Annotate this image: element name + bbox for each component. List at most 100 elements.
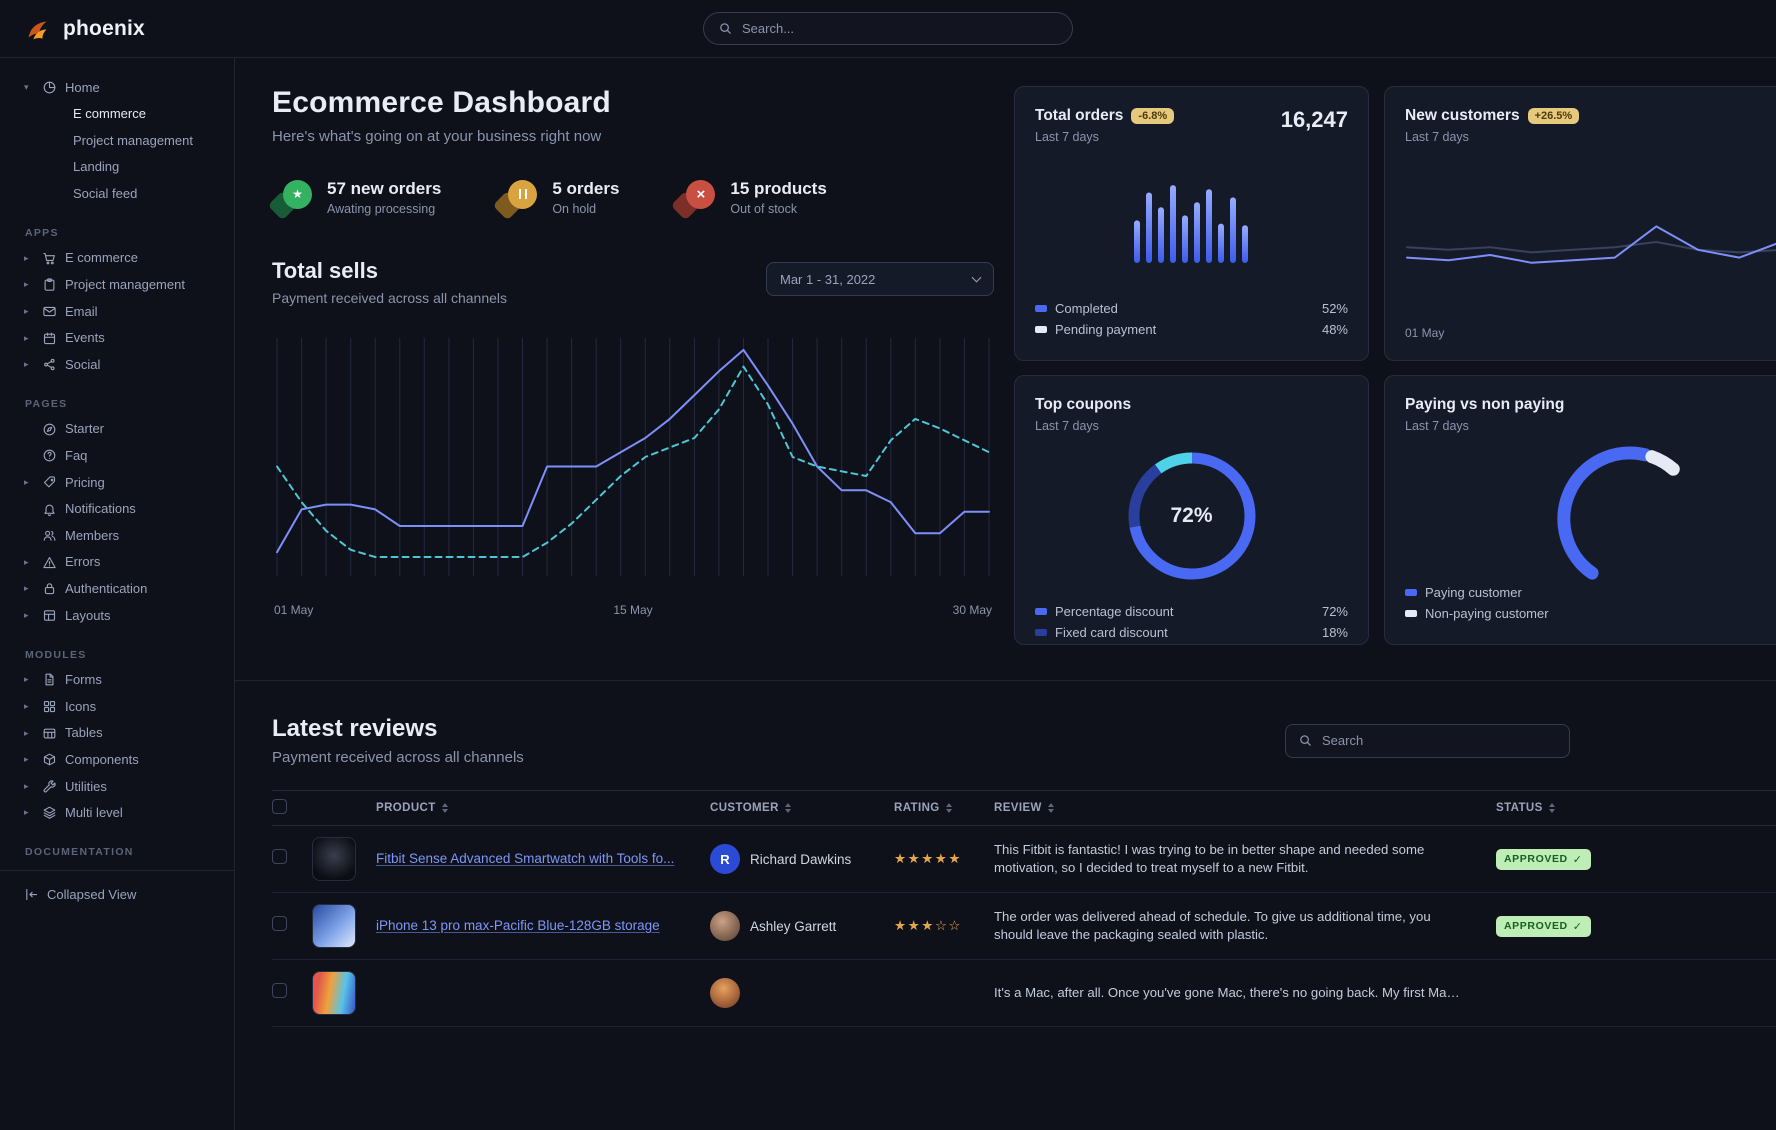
sidebar-item-social-feed[interactable]: Social feed	[73, 185, 138, 201]
sidebar-item-multi-level[interactable]: Multi level	[0, 800, 234, 827]
table-row: Fitbit Sense Advanced Smartwatch with To…	[272, 826, 1776, 893]
column-header-customer[interactable]: CUSTOMER	[710, 802, 894, 814]
sort-icon	[1548, 803, 1555, 813]
legend-row: Pending payment 48%	[1035, 319, 1348, 340]
topbar: phoenix	[0, 0, 1776, 58]
rating-stars: ★★★★★	[894, 851, 963, 866]
review-text: It's a Mac, after all. Once you've gone …	[994, 984, 1454, 1000]
warning-icon	[43, 556, 56, 568]
total-sells-title: Total sells	[272, 258, 378, 283]
reviews-search[interactable]	[1285, 723, 1570, 758]
reviews-title: Latest reviews	[272, 715, 438, 742]
sort-icon	[441, 803, 448, 813]
column-header-status[interactable]: STATUS	[1496, 802, 1776, 814]
wrench-icon	[43, 780, 56, 793]
sidebar-item-icons[interactable]: Icons	[0, 693, 234, 720]
row-checkbox[interactable]	[272, 849, 287, 864]
review-text: The order was delivered ahead of schedul…	[994, 908, 1431, 942]
layout-icon	[43, 610, 56, 621]
clipboard-icon	[44, 278, 55, 292]
sidebar-item-tables[interactable]: Tables	[0, 720, 234, 747]
card-title: New customers	[1405, 107, 1520, 124]
compass-icon	[43, 423, 56, 436]
caret-right-icon	[24, 279, 34, 290]
reviews-table: PRODUCT CUSTOMER RATING REVIEW STATUS Fi…	[272, 790, 1776, 1027]
avatar	[710, 978, 740, 1008]
sidebar-item-members[interactable]: Members	[0, 522, 234, 549]
product-link[interactable]: Fitbit Sense Advanced Smartwatch with To…	[376, 850, 675, 866]
sidebar-item-landing[interactable]: Landing	[73, 159, 120, 175]
sidebar-item-forms[interactable]: Forms	[0, 667, 234, 694]
pie-chart-icon	[43, 81, 56, 94]
caret-right-icon	[24, 701, 34, 712]
search-icon	[1300, 735, 1311, 746]
sidebar-section-apps: APPS	[25, 226, 59, 239]
brand-name: phoenix	[63, 16, 145, 40]
paying-vs-non-paying-card: Paying vs non paying Last 7 days Paying …	[1384, 375, 1776, 645]
stat-new-orders: ★ 57 new orders Awating processing	[267, 179, 441, 220]
caret-right-icon	[24, 728, 34, 739]
status-badge: APPROVED ✓	[1496, 915, 1591, 937]
global-search[interactable]	[703, 12, 1073, 45]
sidebar-section-pages: PAGES	[25, 397, 68, 410]
select-all-checkbox[interactable]	[272, 799, 287, 814]
sidebar-item-label: Home	[65, 79, 100, 95]
column-header-rating[interactable]: RATING	[894, 802, 994, 814]
table-row: It's a Mac, after all. Once you've gone …	[272, 960, 1776, 1027]
pause-icon	[492, 179, 538, 220]
cart-icon	[43, 252, 55, 265]
sidebar-item-project-management-dashboard[interactable]: Project management	[73, 132, 193, 148]
column-header-review[interactable]: REVIEW	[994, 802, 1496, 814]
legend-row: Paying customer	[1405, 582, 1776, 603]
stat-orders-on-hold: 5 orders On hold	[492, 179, 619, 220]
global-search-input[interactable]	[742, 21, 1058, 36]
x-icon: ×	[671, 179, 716, 220]
sidebar-item-components[interactable]: Components	[0, 746, 234, 773]
new-customers-card: New customers +26.5% Last 7 days 01 May	[1384, 86, 1776, 361]
sidebar-item-faq[interactable]: Faq	[0, 443, 234, 470]
avatar: R	[710, 844, 740, 874]
stat-out-of-stock: × 15 products Out of stock	[671, 179, 827, 220]
legend-row: Fixed card discount 18%	[1035, 622, 1348, 643]
status-badge: APPROVED ✓	[1496, 848, 1591, 870]
table-row: iPhone 13 pro max-Pacific Blue-128GB sto…	[272, 893, 1776, 960]
sidebar-item-ecommerce-dashboard[interactable]: E commerce	[73, 106, 146, 122]
card-title: Paying vs non paying	[1405, 396, 1565, 413]
sidebar-item-email[interactable]: Email	[0, 298, 234, 325]
users-icon	[43, 530, 56, 541]
sidebar: Home E commerce Project management Landi…	[0, 58, 235, 1130]
file-icon	[45, 674, 54, 686]
sidebar-item-ecommerce[interactable]: E commerce	[0, 245, 234, 272]
sidebar-item-home[interactable]: Home	[0, 74, 234, 101]
legend-row: Fixed product discount 10%	[1035, 643, 1348, 644]
column-header-product[interactable]: PRODUCT	[376, 802, 710, 814]
sidebar-item-project-management[interactable]: Project management	[0, 272, 234, 299]
row-checkbox[interactable]	[272, 916, 287, 931]
caret-right-icon	[24, 781, 34, 792]
date-range-select[interactable]: Mar 1 - 31, 2022	[766, 262, 994, 296]
reviews-search-input[interactable]	[1322, 733, 1557, 748]
star-icon: ★	[267, 179, 312, 220]
sidebar-item-starter[interactable]: Starter	[0, 416, 234, 443]
sidebar-item-social[interactable]: Social	[0, 351, 234, 378]
card-title: Total orders	[1035, 107, 1124, 124]
latest-reviews-section: Latest reviews Payment received across a…	[235, 680, 1776, 1027]
row-checkbox[interactable]	[272, 983, 287, 998]
sidebar-item-notifications[interactable]: Notifications	[0, 496, 234, 523]
brand-logo[interactable]: phoenix	[24, 14, 145, 44]
review-text: This Fitbit is fantastic! I was trying t…	[994, 841, 1425, 875]
customer-cell: Ashley Garrett	[710, 911, 894, 941]
sidebar-item-errors[interactable]: Errors	[0, 549, 234, 576]
caret-right-icon	[24, 253, 34, 264]
sidebar-item-layouts[interactable]: Layouts	[0, 602, 234, 629]
lock-icon	[44, 583, 55, 595]
sidebar-item-authentication[interactable]: Authentication	[0, 576, 234, 603]
check-icon: ✓	[1572, 853, 1583, 866]
product-link[interactable]: iPhone 13 pro max-Pacific Blue-128GB sto…	[376, 917, 660, 933]
sidebar-item-events[interactable]: Events	[0, 325, 234, 352]
trend-badge: -6.8%	[1131, 108, 1175, 124]
sort-icon	[1047, 803, 1054, 813]
collapse-sidebar-button[interactable]: Collapsed View	[0, 881, 234, 908]
sidebar-item-utilities[interactable]: Utilities	[0, 773, 234, 800]
sidebar-item-pricing[interactable]: Pricing	[0, 469, 234, 496]
